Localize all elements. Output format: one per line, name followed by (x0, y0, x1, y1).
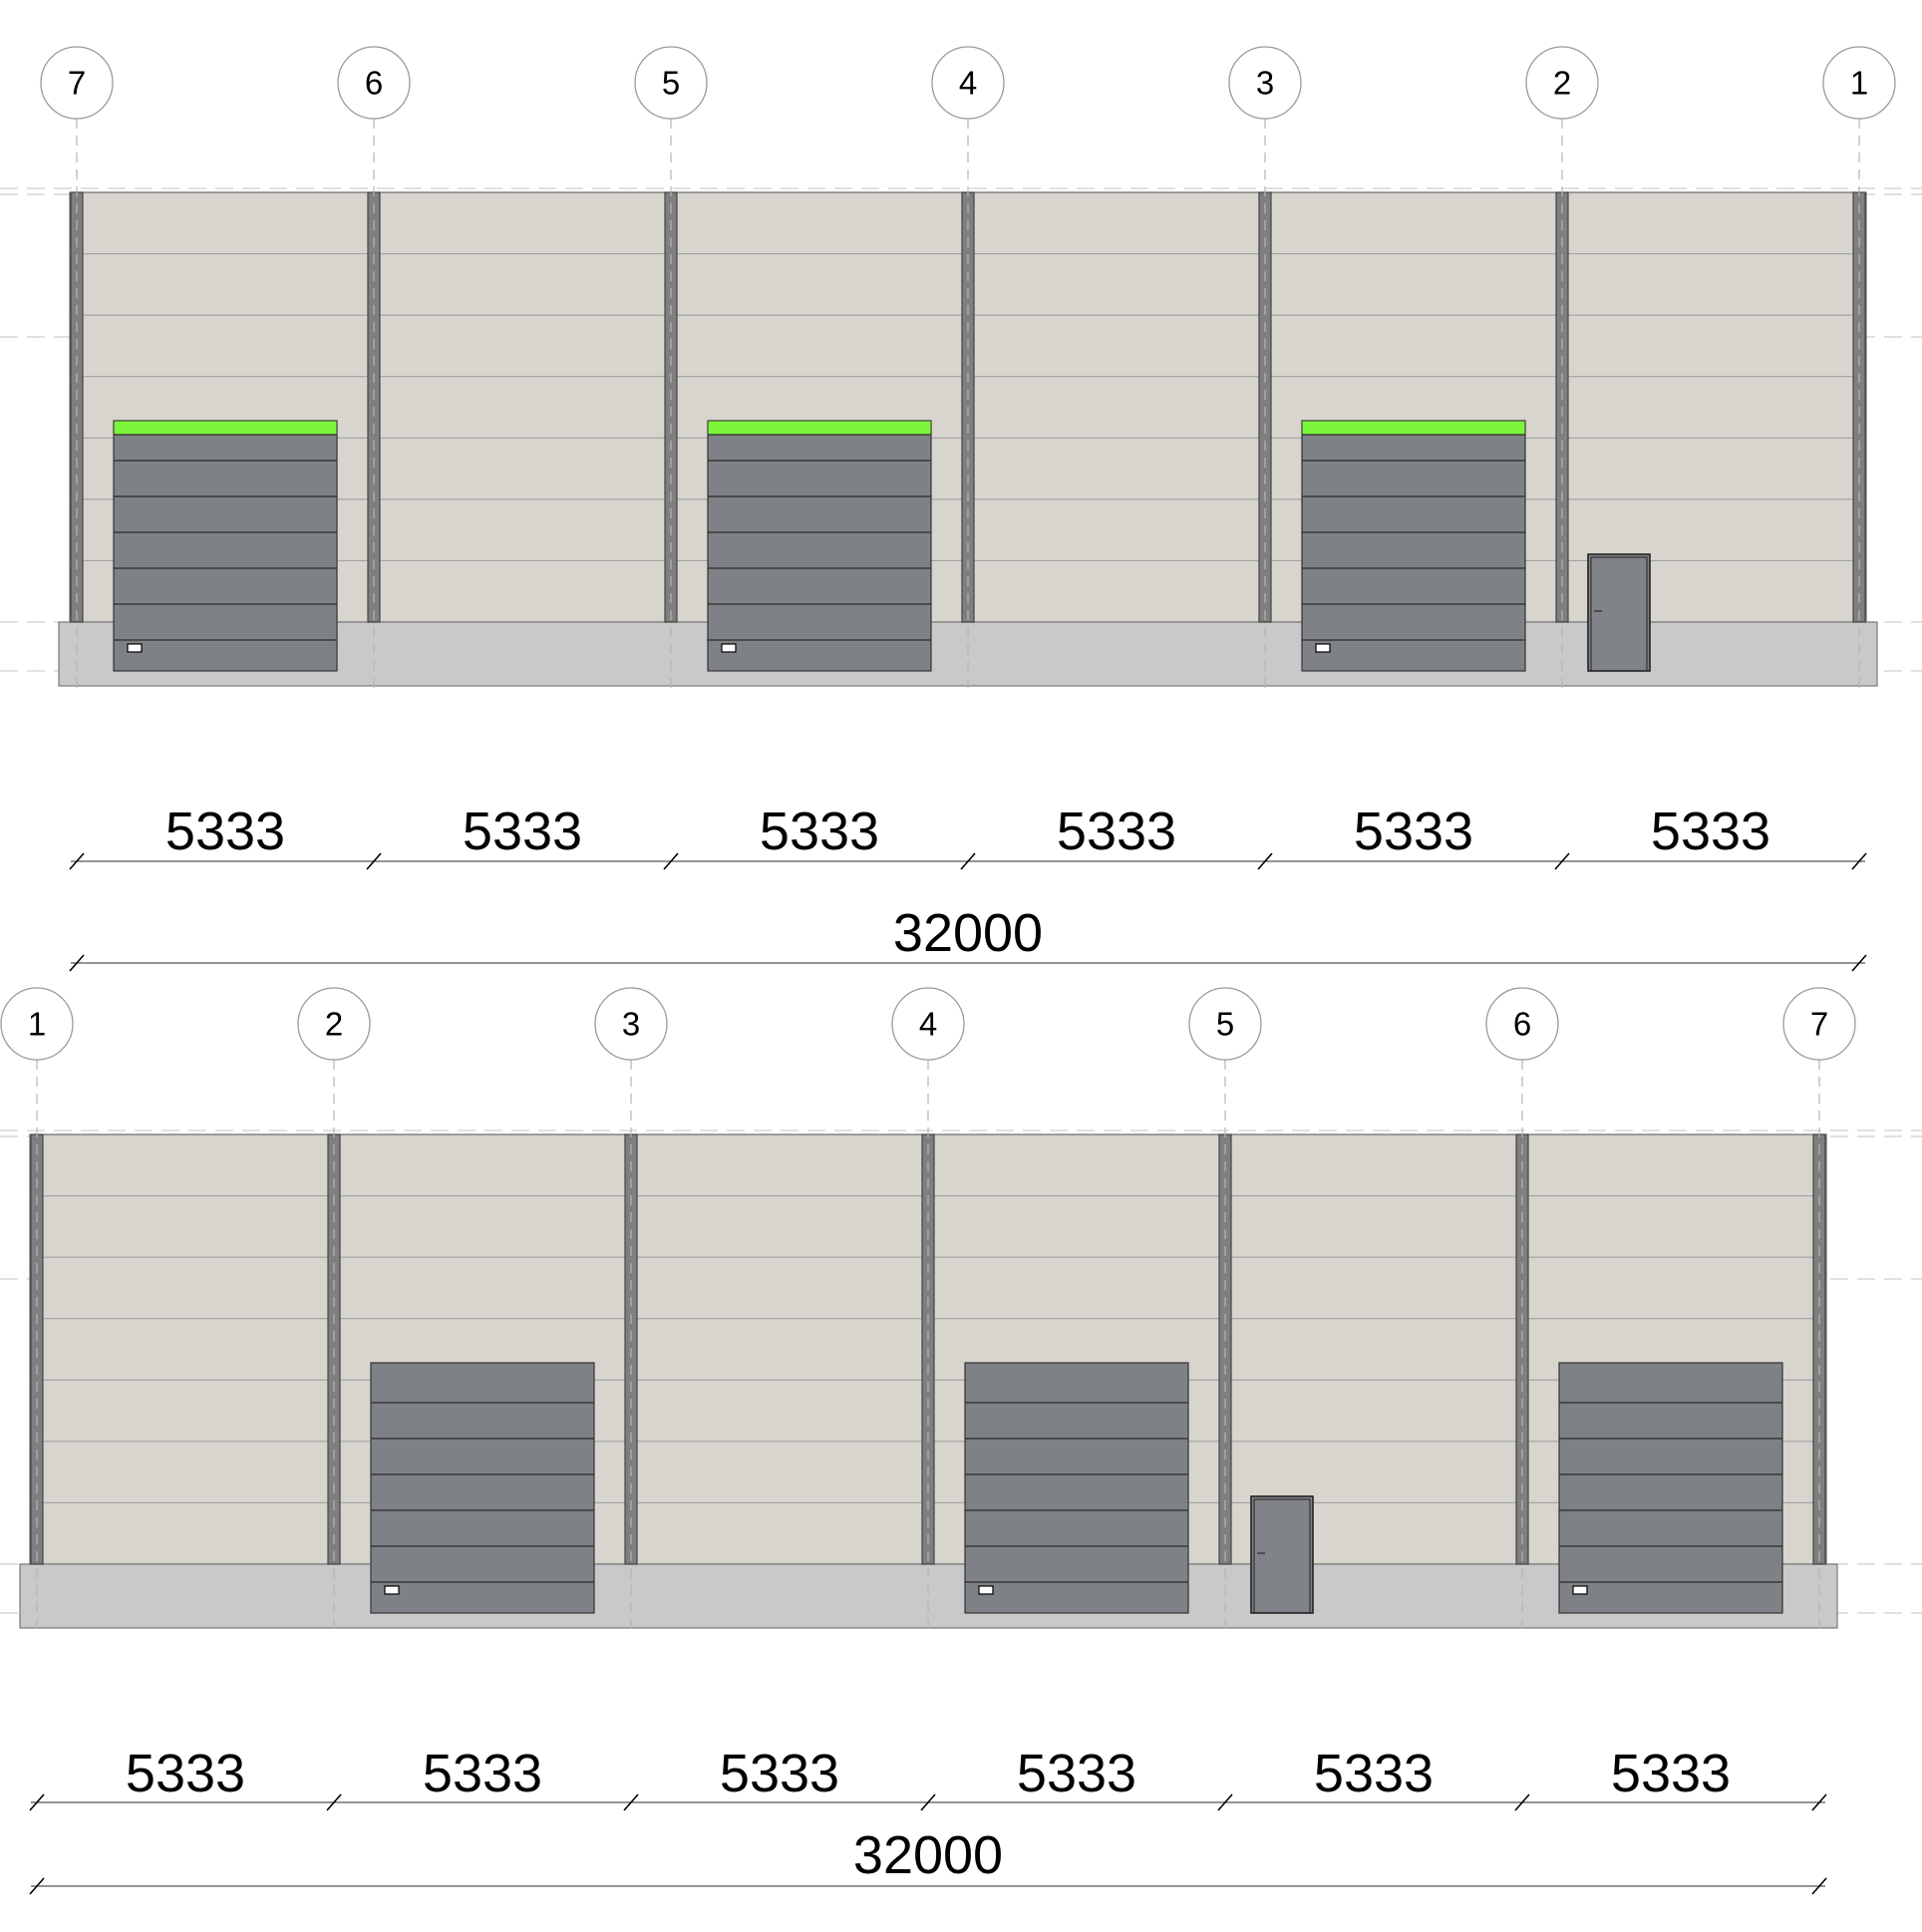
bay-dimension-label: 5333 (1611, 1744, 1731, 1803)
axis-label: 4 (919, 1006, 937, 1043)
dimension-tick (69, 852, 85, 870)
dimension-tick (29, 1793, 45, 1811)
dimension-tick (663, 852, 679, 870)
axis-label: 6 (365, 65, 383, 102)
axis-label: 3 (622, 1006, 640, 1043)
dimension-tick (623, 1793, 639, 1811)
axis-label: 5 (1216, 1006, 1234, 1043)
personnel-door (1250, 1495, 1314, 1614)
sectional-gate (113, 420, 338, 672)
sectional-gate (370, 1362, 595, 1614)
dimension-tick (1851, 852, 1867, 870)
gate-top-band (113, 420, 338, 436)
axis-label: 1 (28, 1006, 46, 1043)
bay-dimension-label: 5333 (1057, 802, 1176, 861)
axis-bubble: 4 (891, 987, 965, 1061)
bay-dimension-label: 5333 (760, 802, 879, 861)
dimension-tick (1811, 1877, 1827, 1895)
gate-handle-icon (127, 643, 143, 653)
axis-bubble: 3 (1228, 46, 1302, 120)
bay-dimension-label: 5333 (165, 802, 285, 861)
axis-label: 7 (1810, 1006, 1828, 1043)
gate-handle-icon (721, 643, 737, 653)
axis-bubble: 1 (0, 987, 74, 1061)
axis-bubble: 2 (1525, 46, 1599, 120)
axis-label: 3 (1256, 65, 1274, 102)
dimension-tick (1514, 1793, 1530, 1811)
dimension-tick (1851, 954, 1867, 972)
axis-bubble: 4 (931, 46, 1005, 120)
bay-dimension-label: 5333 (1314, 1744, 1434, 1803)
dimension-tick (366, 852, 382, 870)
axis-label: 7 (68, 65, 86, 102)
axis-label: 1 (1850, 65, 1868, 102)
sectional-gate (964, 1362, 1189, 1614)
overall-dimension-label: 32000 (893, 903, 1043, 963)
gate-handle-icon (1315, 643, 1331, 653)
axis-label: 2 (1553, 65, 1571, 102)
gate-handle-icon (978, 1585, 994, 1595)
axis-label: 4 (959, 65, 977, 102)
sectional-gate (1301, 420, 1526, 672)
axis-bubble: 2 (297, 987, 371, 1061)
axis-bubble: 6 (337, 46, 411, 120)
dimension-tick (69, 954, 85, 972)
dimension-tick (326, 1793, 342, 1811)
bay-dimension-label: 5333 (423, 1744, 542, 1803)
dimension-tick (960, 852, 976, 870)
gate-handle-icon (1572, 1585, 1588, 1595)
personnel-door (1587, 553, 1651, 672)
gate-top-band (1301, 420, 1526, 436)
dimension-tick (920, 1793, 936, 1811)
bay-dimension-label: 5333 (463, 802, 582, 861)
dimension-tick (1554, 852, 1570, 870)
axis-bubble: 6 (1485, 987, 1559, 1061)
sectional-gate (1558, 1362, 1783, 1614)
axis-label: 6 (1513, 1006, 1531, 1043)
axis-label: 5 (662, 65, 680, 102)
axis-bubble: 7 (1782, 987, 1856, 1061)
bay-dimension-label: 5333 (720, 1744, 839, 1803)
bay-dimension-label: 5333 (1651, 802, 1770, 861)
dimension-tick (1811, 1793, 1827, 1811)
axis-bubble: 7 (40, 46, 114, 120)
axis-label: 2 (325, 1006, 343, 1043)
axis-bubble: 3 (594, 987, 668, 1061)
axis-bubble: 5 (1188, 987, 1262, 1061)
axis-bubble: 1 (1822, 46, 1896, 120)
bay-dimension-label: 5333 (1017, 1744, 1136, 1803)
gate-handle-icon (384, 1585, 400, 1595)
dimension-tick (29, 1877, 45, 1895)
overall-dimension-label: 32000 (853, 1825, 1003, 1885)
bay-dimension-label: 5333 (1354, 802, 1473, 861)
sectional-gate (707, 420, 932, 672)
gate-top-band (707, 420, 932, 436)
dimension-tick (1217, 1793, 1233, 1811)
axis-bubble: 5 (634, 46, 708, 120)
dimension-tick (1257, 852, 1273, 870)
bay-dimension-label: 5333 (126, 1744, 245, 1803)
